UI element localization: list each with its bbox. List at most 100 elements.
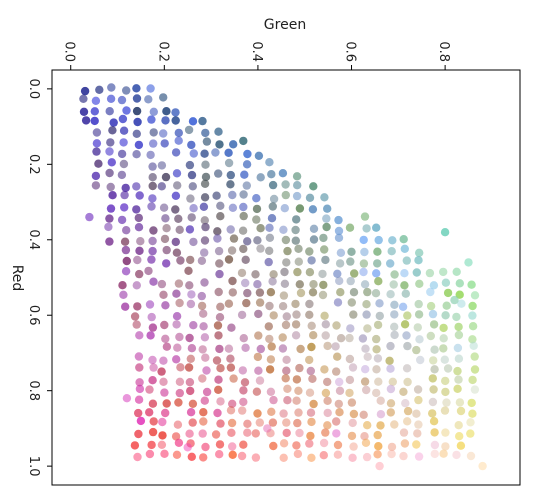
scatter-point (332, 367, 341, 376)
scatter-point (175, 388, 184, 398)
scatter-point (184, 266, 193, 275)
scatter-point (224, 158, 234, 168)
scatter-point (281, 374, 290, 383)
scatter-point (295, 363, 304, 373)
scatter-point (239, 136, 248, 146)
scatter-point (376, 410, 386, 419)
scatter-point (387, 247, 396, 256)
scatter-point (282, 312, 291, 321)
scatter-point (134, 395, 144, 404)
scatter-point (224, 344, 234, 353)
y-tick-label: 1.0 (26, 456, 41, 477)
scatter-point (79, 94, 88, 104)
scatter-point (363, 287, 372, 297)
scatter-point (199, 453, 208, 462)
scatter-point (412, 268, 421, 277)
scatter-point (132, 94, 142, 103)
scatter-point (416, 355, 425, 365)
scatter-point (189, 204, 198, 213)
scatter-point (216, 419, 225, 428)
scatter-point (186, 354, 195, 363)
scatter-point (414, 256, 423, 265)
scatter-point (171, 432, 181, 441)
scatter-point (439, 344, 448, 353)
scatter-point (135, 331, 144, 340)
scatter-point (336, 288, 345, 297)
scatter-point (214, 331, 223, 340)
scatter-point (117, 149, 127, 159)
scatter-point (269, 194, 279, 204)
scatter-point (228, 190, 237, 200)
scatter-point (334, 399, 343, 409)
scatter-point (269, 441, 278, 451)
scatter-point (414, 420, 423, 429)
scatter-point (171, 116, 180, 125)
scatter-point (226, 225, 235, 234)
scatter-point (106, 138, 115, 147)
scatter-point (362, 310, 371, 319)
scatter-point (215, 259, 224, 268)
scatter-point (453, 384, 462, 393)
scatter-point (215, 313, 225, 322)
scatter-point (264, 322, 273, 331)
scatter-point (430, 428, 439, 437)
scatter-point (376, 421, 385, 430)
scatter-point (268, 202, 277, 211)
scatter-point (122, 86, 131, 95)
scatter-point (145, 385, 154, 394)
scatter-point (149, 363, 158, 372)
scatter-point (255, 376, 265, 385)
scatter-point (307, 256, 316, 265)
scatter-point (470, 385, 480, 394)
scatter-point (292, 441, 301, 450)
scatter-point (320, 311, 329, 320)
scatter-point (122, 394, 132, 403)
scatter-point (214, 127, 223, 136)
scatter-point (321, 428, 330, 437)
scatter-point (399, 387, 408, 396)
scatter-point (268, 418, 278, 427)
scatter-point (282, 418, 291, 427)
scatter-point (148, 194, 157, 203)
scatter-point (412, 345, 421, 355)
scatter-point (468, 322, 478, 331)
scatter-point (213, 227, 222, 236)
scatter-point (134, 352, 144, 361)
scatter-point (376, 396, 385, 405)
scatter-point (428, 374, 437, 383)
scatter-point (292, 172, 302, 181)
scatter-point (412, 409, 421, 418)
scatter-point (171, 237, 180, 247)
scatter-point (149, 226, 158, 235)
scatter-point (227, 428, 236, 437)
scatter-point (145, 449, 155, 459)
scatter-point (133, 452, 142, 462)
scatter-point (428, 309, 438, 319)
scatter-point (121, 183, 130, 193)
scatter-point (333, 298, 343, 307)
scatter-point (162, 399, 171, 408)
scatter-point (214, 385, 223, 394)
scatter-point (189, 149, 198, 158)
scatter-point (346, 324, 355, 333)
scatter-point (146, 84, 155, 93)
scatter-point (214, 287, 223, 297)
scatter-point (281, 190, 290, 200)
scatter-point (403, 341, 412, 351)
scatter-point (309, 224, 319, 233)
scatter-point (172, 289, 181, 298)
scatter-point (79, 107, 89, 117)
scatter-point (372, 345, 381, 354)
scatter-point (121, 267, 131, 276)
scatter-point (323, 377, 332, 387)
scatter-point (160, 320, 169, 330)
scatter-point (362, 385, 371, 395)
scatter-point (345, 223, 355, 232)
scatter-point (121, 245, 131, 255)
scatter-point (332, 321, 341, 330)
scatter-point (216, 201, 225, 210)
scatter-point (197, 291, 206, 301)
scatter-point (254, 309, 263, 319)
scatter-point (145, 300, 155, 309)
scatter-point (415, 279, 424, 288)
